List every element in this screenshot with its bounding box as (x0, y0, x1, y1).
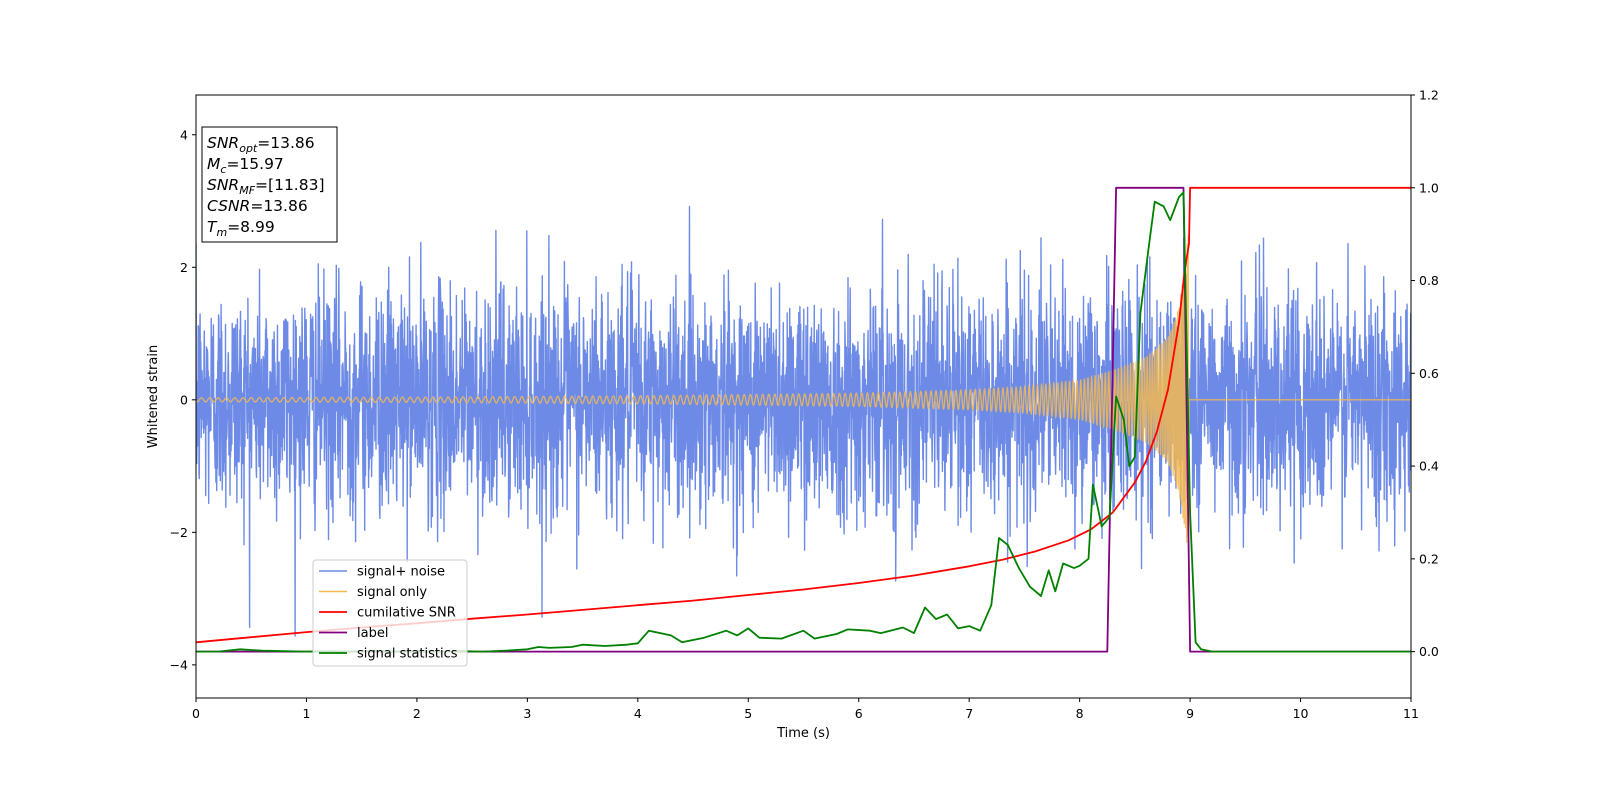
y-tick-label: 4 (180, 127, 188, 142)
x-tick-label: 0 (192, 706, 200, 721)
legend: signal+ noise signal only cumilative SNR la… (312, 559, 468, 667)
x-tick-label: 11 (1403, 706, 1419, 721)
x-tick-label: 8 (1076, 706, 1084, 721)
legend-label: signal statistics (357, 647, 458, 662)
annotation-line: Tm=8.99 (207, 218, 275, 239)
annotation-symbol: SNR (207, 134, 239, 152)
series-signal-statistics-line (196, 191, 1411, 653)
annotation-subscript: m (216, 226, 227, 239)
x-tick-label: 10 (1293, 706, 1309, 721)
annotation-frame (201, 126, 338, 243)
legend-frame (312, 559, 468, 667)
annotation-symbol: M (207, 155, 220, 173)
x-tick-label: 9 (1186, 706, 1194, 721)
axis-ticks: 0 1 2 3 4 5 6 7 8 9 10 11 −4 −2 0 2 4 0.0 0.2 0.4 0.6 0.8 1.0 1… (170, 88, 1439, 722)
legend-label: signal+ noise (357, 565, 445, 580)
series-signal-only-line (196, 235, 1411, 564)
y2-tick-label: 0.6 (1419, 366, 1439, 381)
y2-tick-label: 0.8 (1419, 273, 1439, 288)
y-tick-label: −2 (170, 525, 188, 540)
x-tick-label: 5 (744, 706, 752, 721)
x-tick-label: 1 (302, 706, 310, 721)
y-tick-label: 0 (180, 392, 188, 407)
annotation-symbol: SNR (207, 176, 239, 194)
annotation-value: =13.86 (250, 197, 307, 215)
y2-tick-label: 1.2 (1419, 88, 1439, 103)
x-axis-label: Time (s) (776, 726, 830, 741)
x-tick-label: 3 (523, 706, 531, 721)
annotation-line: CSNR=13.86 (207, 197, 308, 215)
x-tick-label: 2 (413, 706, 421, 721)
annotation-line: Mc=15.97 (207, 155, 284, 176)
y-axis-label: Whitened strain (146, 345, 161, 448)
y2-tick-label: 0.2 (1419, 551, 1439, 566)
annotation-box: SNRopt=13.86Mc=15.97SNRMF=[11.83]CSNR=13… (201, 126, 338, 243)
legend-label: signal only (357, 585, 427, 600)
annotation-line: SNRMF=[11.83] (207, 176, 325, 197)
y-tick-label: 2 (180, 260, 188, 275)
annotation-value: =[11.83] (255, 176, 324, 194)
annotation-value: =13.86 (257, 134, 314, 152)
annotation-symbol: CSNR (207, 197, 250, 215)
annotation-subscript: c (220, 163, 226, 176)
legend-label: cumilative SNR (357, 606, 456, 621)
x-tick-label: 4 (634, 706, 642, 721)
y2-tick-label: 0.0 (1419, 644, 1439, 659)
plot-frame (195, 94, 1412, 699)
y2-tick-label: 0.4 (1419, 459, 1439, 474)
annotation-subscript: opt (239, 142, 258, 155)
annotation-value: =15.97 (226, 155, 283, 173)
y2-tick-label: 1.0 (1419, 180, 1439, 195)
y-tick-label: −4 (170, 657, 188, 672)
legend-label: label (357, 626, 388, 641)
x-tick-label: 6 (855, 706, 863, 721)
x-tick-label: 7 (965, 706, 973, 721)
annotation-line: SNRopt=13.86 (207, 134, 315, 155)
annotation-symbol: T (207, 218, 218, 236)
annotation-subscript: MF (239, 184, 255, 197)
annotation-value: =8.99 (227, 218, 275, 236)
